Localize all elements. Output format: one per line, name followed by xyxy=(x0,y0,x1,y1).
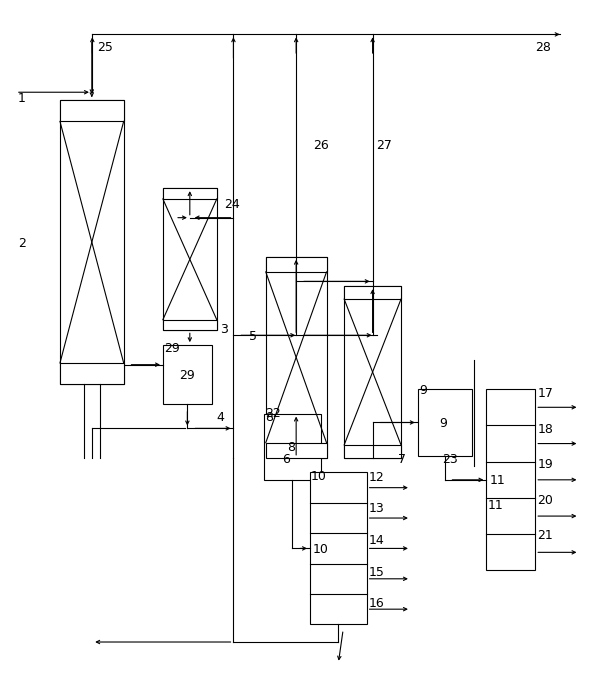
Bar xyxy=(266,257,327,272)
Text: 12: 12 xyxy=(368,470,384,484)
Bar xyxy=(264,414,320,480)
Text: 29: 29 xyxy=(164,342,180,355)
Text: 11: 11 xyxy=(489,474,505,487)
Text: 10: 10 xyxy=(311,470,327,482)
Bar xyxy=(60,100,124,121)
Text: 21: 21 xyxy=(537,529,553,542)
Bar xyxy=(266,443,327,458)
Bar xyxy=(344,445,401,458)
Text: 4: 4 xyxy=(217,411,225,424)
Bar xyxy=(418,389,472,456)
Text: 8: 8 xyxy=(265,411,273,424)
Text: 26: 26 xyxy=(313,139,328,152)
Text: 11: 11 xyxy=(487,499,503,512)
Bar xyxy=(266,257,327,458)
Bar xyxy=(163,320,217,330)
Text: 20: 20 xyxy=(537,494,553,507)
Text: 3: 3 xyxy=(220,323,228,335)
Bar xyxy=(344,286,401,458)
Text: 10: 10 xyxy=(313,542,328,556)
Text: 28: 28 xyxy=(535,41,551,54)
Text: 17: 17 xyxy=(537,388,553,400)
Text: 27: 27 xyxy=(376,139,392,152)
Bar xyxy=(163,188,217,330)
Text: 8: 8 xyxy=(287,441,296,454)
Text: 18: 18 xyxy=(537,424,553,436)
Bar xyxy=(163,345,212,404)
Bar xyxy=(310,473,367,625)
Text: 2: 2 xyxy=(18,237,25,250)
Bar xyxy=(486,389,535,570)
Text: 22: 22 xyxy=(265,407,280,420)
Bar xyxy=(60,100,124,384)
Text: 14: 14 xyxy=(368,534,384,547)
Text: 25: 25 xyxy=(97,41,113,54)
Text: 15: 15 xyxy=(368,565,385,579)
Text: 5: 5 xyxy=(249,330,257,344)
Text: 1: 1 xyxy=(18,92,25,105)
Text: 7: 7 xyxy=(398,453,406,466)
Text: 16: 16 xyxy=(368,597,384,610)
Text: 13: 13 xyxy=(368,502,384,515)
Bar xyxy=(60,363,124,384)
Bar xyxy=(344,286,401,299)
Text: 24: 24 xyxy=(223,198,239,211)
Bar xyxy=(163,188,217,199)
Text: 29: 29 xyxy=(180,369,195,381)
Text: 9: 9 xyxy=(439,417,447,429)
Text: 23: 23 xyxy=(442,453,458,466)
Text: 9: 9 xyxy=(419,384,427,397)
Text: 6: 6 xyxy=(282,453,290,466)
Text: 19: 19 xyxy=(537,458,553,470)
